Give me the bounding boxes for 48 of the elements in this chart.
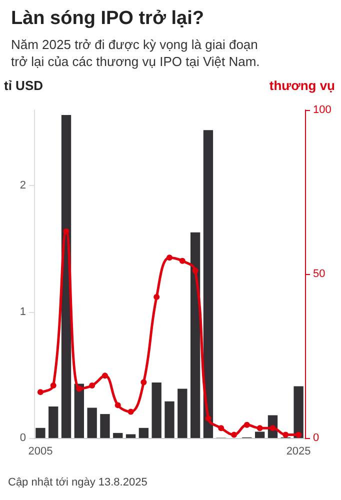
y-tick-label: 0 (20, 432, 26, 444)
bar (100, 414, 110, 438)
y2-tick-label: 50 (313, 268, 326, 280)
y-axis-title: tỉ USD (4, 78, 43, 93)
point (179, 258, 186, 264)
point (76, 386, 82, 392)
bar (138, 428, 149, 438)
y-tick-label: 1 (20, 306, 26, 318)
bar (74, 384, 84, 438)
point (114, 402, 121, 408)
chart-title: Làn sóng IPO trở lại? (11, 8, 204, 29)
bar (126, 434, 136, 438)
point (63, 228, 70, 234)
chart-subtitle: Năm 2025 trở đi được kỳ vọng là giai đoạn trở lại của các thương vụ IPO tại Việt Nam. (11, 37, 262, 69)
point (166, 254, 172, 261)
point (37, 389, 44, 396)
point (244, 422, 250, 428)
point (154, 294, 160, 300)
point (102, 372, 108, 379)
y2-tick-label: 100 (313, 104, 332, 116)
point (50, 382, 56, 389)
point (282, 432, 289, 438)
y2-tick-label: 0 (313, 432, 320, 444)
y-tick-label: 2 (20, 180, 26, 192)
bar (87, 408, 97, 438)
bar (113, 432, 123, 438)
x-tick-label: 2025 (286, 446, 311, 458)
bar (164, 401, 174, 438)
x-tick-label: 2005 (28, 446, 53, 458)
point (218, 425, 224, 432)
bar (294, 386, 304, 438)
point (205, 415, 212, 422)
point (192, 268, 198, 274)
point (128, 408, 134, 415)
bar (48, 406, 58, 438)
bar (178, 388, 188, 438)
point (256, 425, 263, 432)
bar (254, 432, 265, 438)
point (89, 382, 96, 389)
point (231, 432, 238, 438)
bar (36, 428, 46, 438)
y2-axis-title: thương vụ (269, 78, 336, 93)
bar (190, 232, 200, 438)
bar (152, 382, 162, 438)
point (296, 432, 302, 438)
text: Cập nhật tới ngày 13.8.2025 (8, 476, 148, 488)
point (140, 379, 147, 386)
bar (203, 130, 214, 438)
